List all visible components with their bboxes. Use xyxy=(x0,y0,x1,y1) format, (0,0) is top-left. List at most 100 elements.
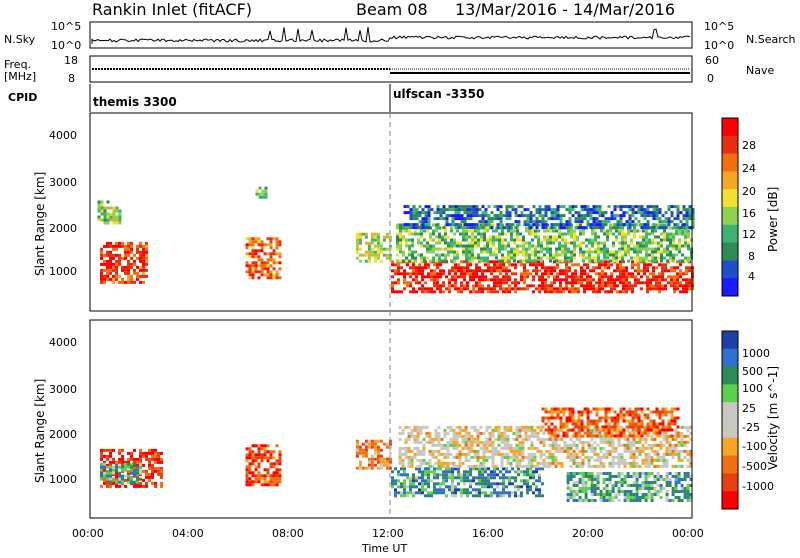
power-cell xyxy=(115,215,119,219)
velocity-cell xyxy=(563,443,567,447)
power-cell xyxy=(660,250,663,254)
velocity-cell xyxy=(109,474,112,478)
power-cell xyxy=(564,241,567,245)
velocity-cell xyxy=(584,493,588,496)
velocity-cell xyxy=(665,499,669,502)
power-cell xyxy=(571,208,575,212)
velocity-cell xyxy=(590,437,594,441)
power-cell xyxy=(676,205,680,209)
velocity-cell xyxy=(536,434,540,438)
power-cell xyxy=(543,238,546,242)
power-cell xyxy=(103,268,106,272)
velocity-cell xyxy=(385,457,389,461)
power-cell xyxy=(556,278,559,282)
velocity-cell xyxy=(448,470,451,474)
power-cell xyxy=(496,208,500,212)
power-cell xyxy=(493,287,496,291)
velocity-cell xyxy=(590,446,594,450)
power-cell xyxy=(258,186,262,190)
power-cell xyxy=(561,244,564,248)
velocity-cell xyxy=(587,446,591,450)
nave-tick-low: 0 xyxy=(707,72,714,85)
velocity-cell xyxy=(640,419,644,423)
power-cell xyxy=(603,250,606,254)
velocity-cell xyxy=(407,431,411,435)
velocity-cell xyxy=(245,477,249,481)
power-cell xyxy=(275,237,279,241)
velocity-cell xyxy=(569,443,573,447)
power-cell xyxy=(100,277,103,281)
power-cell xyxy=(658,287,661,291)
velocity-cell xyxy=(433,491,436,495)
power-cell xyxy=(433,278,436,282)
power-cell xyxy=(523,266,526,270)
velocity-cell xyxy=(674,496,678,499)
power-cell xyxy=(427,287,430,291)
power-cell xyxy=(522,244,525,248)
velocity-cell xyxy=(422,443,426,447)
power-cell xyxy=(478,269,481,273)
power-cell xyxy=(682,208,686,212)
velocity-cell xyxy=(428,431,432,435)
power-cell xyxy=(564,247,567,251)
velocity-cell xyxy=(659,446,663,450)
power-cell xyxy=(556,205,560,209)
power-cell xyxy=(463,220,467,224)
power-cell xyxy=(580,266,583,270)
velocity-cell xyxy=(154,469,157,473)
power-cell xyxy=(652,266,655,270)
power-cell xyxy=(619,281,622,285)
velocity-cell xyxy=(629,499,633,502)
velocity-cell xyxy=(443,431,447,435)
velocity-cell xyxy=(361,451,365,455)
power-cell xyxy=(439,290,442,294)
velocity-cell xyxy=(683,443,687,447)
power-cell xyxy=(520,214,524,218)
power-cell xyxy=(493,284,496,288)
power-cell xyxy=(654,229,657,233)
velocity-cell xyxy=(607,410,611,414)
power-cell xyxy=(622,211,626,215)
power-cell xyxy=(588,250,591,254)
power-cell xyxy=(278,267,282,271)
power-cell xyxy=(633,244,636,248)
velocity-cell xyxy=(506,428,510,432)
power-cell xyxy=(400,290,403,294)
velocity-cell xyxy=(620,478,624,481)
velocity-cell xyxy=(628,434,632,438)
velocity-cell xyxy=(148,448,151,452)
power-cell xyxy=(598,223,602,227)
power-cell xyxy=(106,268,109,272)
power-cell xyxy=(424,263,427,267)
power-cell xyxy=(255,192,259,196)
velocity-cell xyxy=(577,428,581,432)
velocity-cell xyxy=(506,425,510,429)
velocity-cell xyxy=(503,437,507,441)
velocity-cell xyxy=(118,480,121,484)
velocity-cell xyxy=(610,416,614,420)
velocity-cell xyxy=(139,448,142,452)
velocity-cell xyxy=(661,407,665,411)
velocity-cell xyxy=(592,434,596,438)
velocity-cell xyxy=(689,425,693,429)
power-cell xyxy=(676,214,680,218)
velocity-cell xyxy=(584,487,588,490)
velocity-cell xyxy=(508,491,511,495)
power-cell xyxy=(142,247,145,251)
power-cell xyxy=(669,235,672,239)
velocity-cell xyxy=(599,449,603,453)
velocity-cell xyxy=(427,482,430,486)
velocity-cell xyxy=(136,484,139,488)
velocity-cell xyxy=(662,434,666,438)
velocity-cell xyxy=(410,431,414,435)
power-cell xyxy=(412,290,415,294)
velocity-cell xyxy=(581,449,585,453)
power-cell xyxy=(565,281,568,285)
power-cell xyxy=(519,232,522,236)
power-cell xyxy=(486,250,489,254)
velocity-cell xyxy=(553,434,557,438)
velocity-cell xyxy=(644,452,648,456)
velocity-cell xyxy=(577,431,581,435)
velocity-cell xyxy=(407,461,411,465)
power-cell xyxy=(264,192,268,196)
